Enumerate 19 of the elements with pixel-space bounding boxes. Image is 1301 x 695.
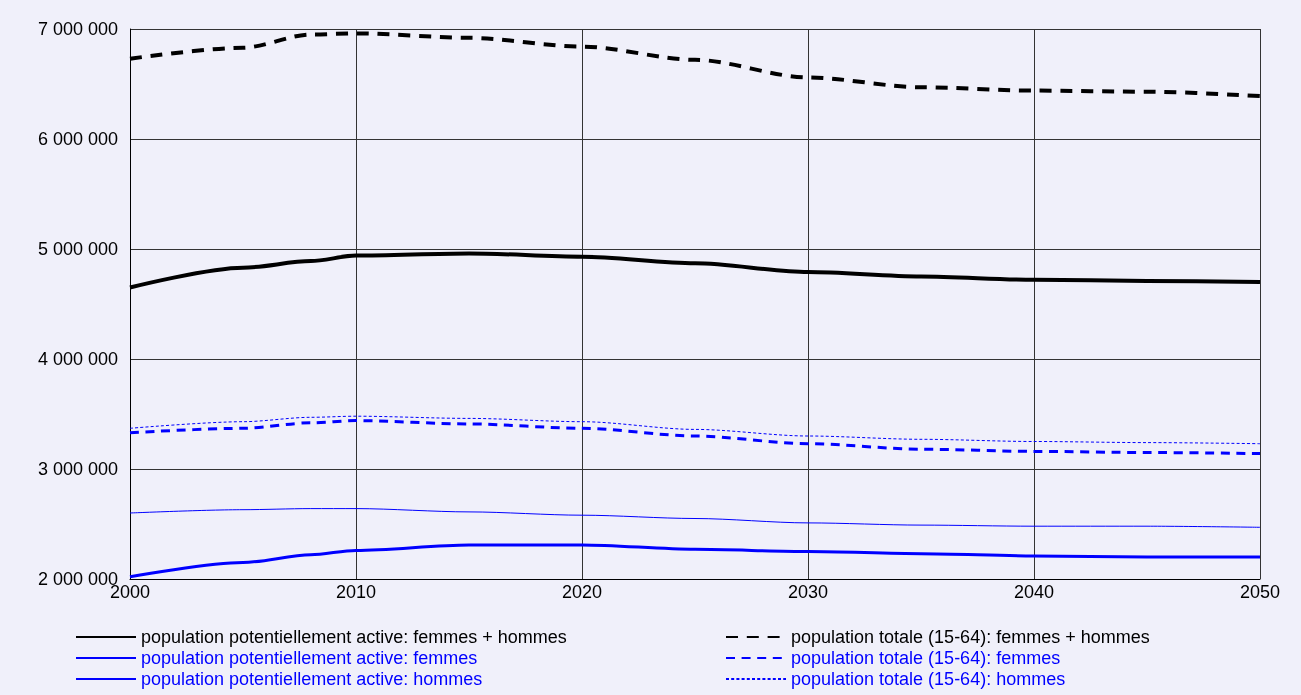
legend-label: population potentiellement active: femmes + hommes [141,627,567,647]
y-tick-label: 4 000 000 [37,349,118,369]
legend-label: population totale (15-64): hommes [791,669,1066,689]
y-tick-label: 7 000 000 [37,19,118,39]
x-tick-label: 2040 [1013,582,1055,602]
line-series [129,415,1261,445]
y-tick-label: 6 000 000 [37,129,118,149]
y-tick-label: 3 000 000 [37,459,118,479]
legend-label: population totale (15-64): femmes + hommes [791,627,1150,647]
x-tick-label: 2020 [561,582,603,602]
legend-label: population potentiellement active: hommes [141,669,483,689]
x-tick-label: 2050 [1239,582,1281,602]
legend-label: population totale (15-64): femmes [791,648,1061,668]
x-tick-label: 2010 [335,582,377,602]
x-tick-label: 2030 [787,582,829,602]
line-series [129,508,1261,528]
legend-label: population potentiellement active: femmes [141,648,478,668]
y-tick-label: 5 000 000 [37,239,118,259]
line-series [128,419,1262,456]
